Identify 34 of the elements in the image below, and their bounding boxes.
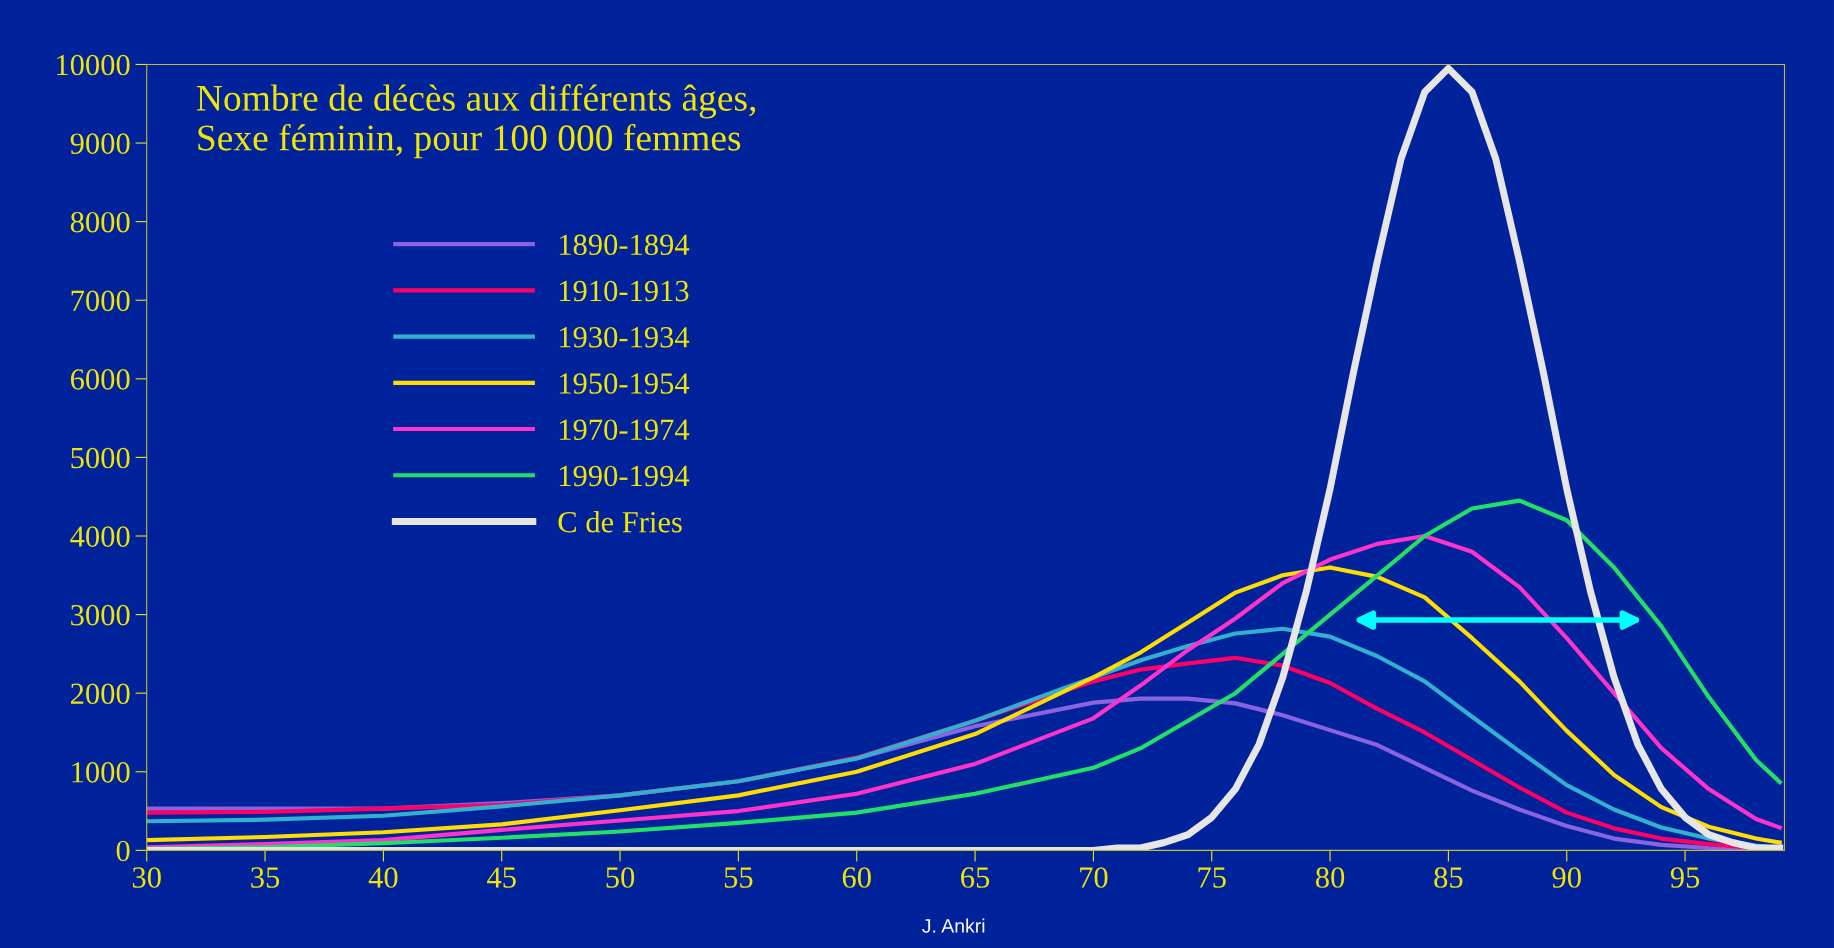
legend-label: 1950-1954 — [559, 373, 690, 394]
y-tick-label: 6000 — [70, 369, 130, 390]
y-tick-label: 1000 — [72, 762, 130, 783]
x-tick-label: 60 — [842, 867, 871, 888]
y-tick-label: 7000 — [71, 290, 130, 312]
y-tick-label: 8000 — [70, 211, 130, 233]
x-tick-label: 30 — [132, 867, 161, 888]
x-tick-label: 45 — [487, 867, 516, 888]
y-tick-label: 9000 — [70, 133, 130, 154]
x-tick-label: 80 — [1315, 867, 1345, 888]
y-tick-label: 0 — [116, 840, 130, 862]
text: J. Ankri — [922, 918, 985, 933]
y-tick-label: 2000 — [70, 683, 130, 705]
x-tick-label: 75 — [1198, 867, 1226, 888]
x-tick-label: 70 — [1080, 867, 1108, 888]
x-tick-label: 55 — [724, 867, 753, 888]
legend-label: 1910-1913 — [559, 280, 689, 302]
legend-label: 1990-1994 — [559, 465, 690, 487]
x-tick-label: 50 — [606, 867, 635, 888]
y-tick-label: 5000 — [71, 447, 130, 469]
y-tick-label: 4000 — [70, 526, 130, 547]
legend-label: C de Fries — [558, 510, 682, 533]
legend-label: 1970-1974 — [559, 419, 690, 441]
x-tick-label: 90 — [1552, 867, 1581, 888]
x-tick-label: 85 — [1434, 867, 1463, 888]
legend-label: 1890-1894 — [559, 234, 690, 256]
y-tick-label: 10000 — [57, 54, 130, 76]
x-tick-label: 65 — [961, 867, 990, 888]
x-tick-label: 35 — [251, 867, 280, 888]
x-tick-label: 95 — [1670, 867, 1700, 888]
legend-label: 1930-1934 — [559, 326, 690, 348]
text: Nombre de décès aux différents âges, Sexe féminin, pour 100 000 femmes — [196, 84, 756, 159]
x-tick-label: 40 — [368, 867, 398, 888]
y-tick-label: 3000 — [71, 604, 130, 626]
